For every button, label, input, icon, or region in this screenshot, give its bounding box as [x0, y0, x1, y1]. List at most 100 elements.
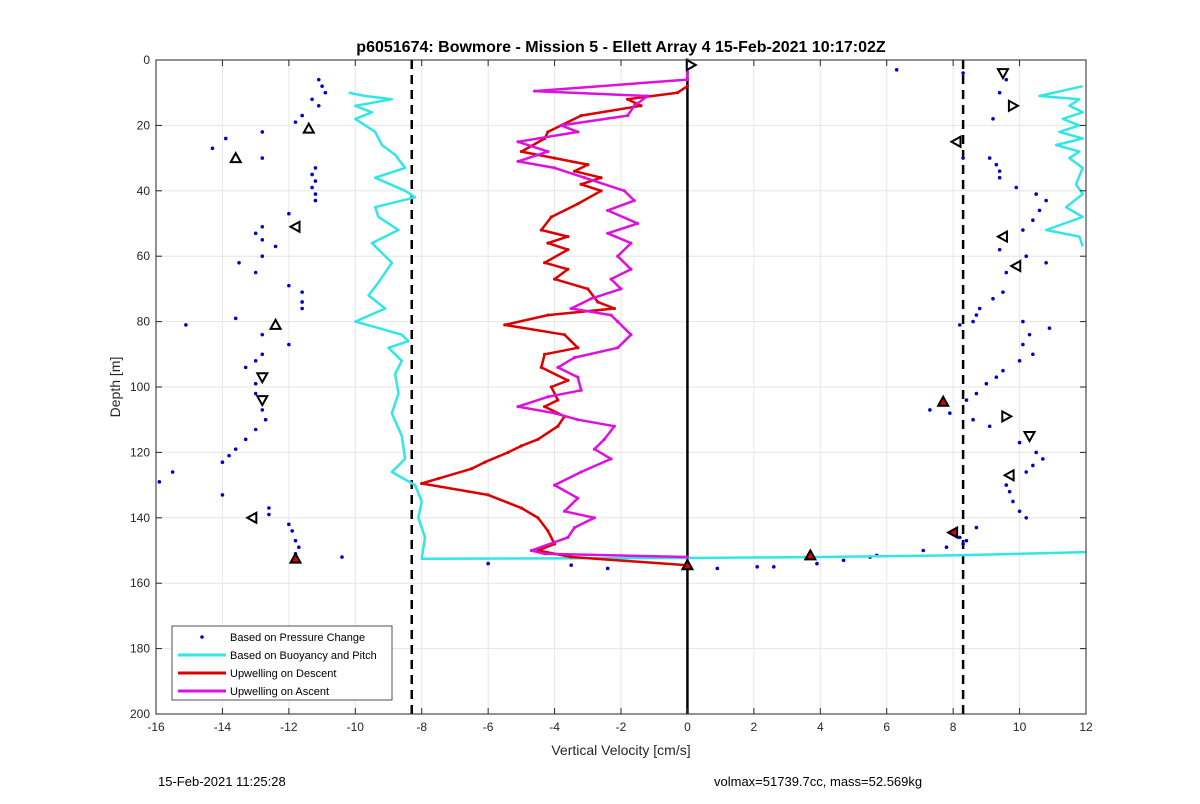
series-3-point-46	[519, 506, 523, 510]
series-4-point-2	[685, 71, 690, 75]
pressure-point-60	[605, 566, 610, 571]
pressure-point-65	[841, 558, 846, 563]
series-3-point-31	[539, 365, 543, 369]
legend-label-0: Based on Pressure Change	[230, 632, 365, 644]
x-tick-label-4: -8	[416, 720, 427, 734]
x-tick-label-14: 12	[1079, 720, 1093, 734]
series-4-point-13	[552, 166, 557, 170]
y-tick-label-6: 120	[130, 445, 150, 459]
series-3-point-5	[546, 130, 550, 134]
pressure-point-103	[1031, 352, 1035, 357]
marker-triangle-left-7	[995, 229, 1008, 244]
pressure-point-8	[223, 136, 228, 141]
y-tick-label-8: 160	[130, 576, 150, 590]
marker-triangle-up-12	[936, 394, 950, 407]
pressure-point-99	[1021, 319, 1025, 324]
series-4-point-47	[592, 516, 597, 520]
pressure-point-18	[260, 224, 265, 229]
pressure-point-104	[1017, 359, 1022, 363]
series-4-point-35	[546, 395, 550, 399]
x-tick-label-0: -16	[147, 720, 165, 734]
pressure-point-58	[486, 561, 490, 566]
series-4-point-42	[609, 457, 613, 461]
pressure-point-105	[1001, 368, 1005, 373]
pressure-point-98	[957, 323, 962, 327]
series-4-point-14	[582, 176, 587, 180]
series-4-point-27	[609, 313, 613, 317]
pressure-point-19	[253, 231, 258, 236]
marker-triangle-left-6	[288, 220, 301, 234]
series-4-point-40	[602, 437, 606, 441]
series-4-point-37	[552, 411, 557, 415]
series-4-point-48	[572, 526, 577, 530]
pressure-point-82	[1014, 185, 1019, 190]
pressure-point-61	[715, 566, 720, 571]
pressure-point-115	[1034, 450, 1038, 455]
series-layer	[157, 58, 1087, 571]
pressure-point-124	[1024, 516, 1029, 520]
x-axis-label: Vertical Velocity [cm/s]	[551, 742, 690, 758]
pressure-point-95	[977, 306, 982, 311]
x-tick-label-1: -14	[214, 720, 232, 734]
series-4-point-23	[609, 277, 613, 281]
pressure-point-63	[771, 565, 776, 569]
pressure-point-62	[755, 565, 759, 569]
pressure-point-1	[320, 84, 324, 88]
pressure-point-41	[263, 417, 268, 422]
pressure-point-69	[944, 545, 949, 550]
y-tick-label-5: 100	[130, 380, 150, 394]
pressure-point-75	[991, 117, 995, 121]
pressure-point-7	[260, 130, 265, 134]
series-4-point-31	[572, 355, 577, 360]
pressure-point-50	[267, 506, 271, 510]
series-3-point-47	[536, 516, 540, 520]
series-3-point-34	[556, 398, 560, 402]
series-3-point-43	[436, 476, 440, 481]
pressure-point-120	[1004, 483, 1009, 487]
pressure-point-6	[293, 120, 298, 124]
footer-volmax-mass: volmax=51739.7cc, mass=52.569kg	[714, 774, 923, 789]
marker-triangle-left-16	[245, 511, 258, 525]
marker-triangle-down-11	[255, 395, 269, 408]
series-4-point-46	[562, 509, 567, 513]
pressure-point-40	[260, 408, 265, 412]
y-tick-label-2: 40	[137, 184, 151, 198]
series-3-point-2	[626, 97, 630, 101]
series-4-point-17	[606, 208, 610, 213]
pressure-point-85	[1037, 208, 1042, 213]
pressure-point-35	[243, 365, 248, 370]
series-3-point-17	[566, 234, 570, 239]
series-4-point-30	[616, 346, 620, 350]
pressure-point-121	[1007, 489, 1012, 494]
pressure-point-108	[974, 391, 979, 396]
y-tick-label-7: 140	[130, 511, 150, 525]
series-4-point-36	[516, 405, 520, 409]
series-4-point-19	[606, 231, 610, 235]
pressure-point-27	[300, 300, 304, 304]
pressure-point-3	[310, 97, 314, 102]
y-axis-label: Depth [m]	[107, 357, 123, 418]
series-4-point-49	[566, 535, 570, 540]
pressure-point-100	[1027, 332, 1032, 337]
pressure-point-48	[157, 480, 162, 484]
pressure-point-53	[290, 529, 294, 533]
pressure-point-122	[1011, 499, 1015, 504]
pressure-point-106	[994, 375, 999, 379]
pressure-point-123	[1017, 509, 1022, 514]
chart-title: p6051674: Bowmore - Mission 5 - Ellett A…	[356, 39, 886, 56]
series-4-point-52	[685, 555, 690, 559]
series-3-point-12	[579, 182, 583, 186]
pressure-point-84	[1044, 198, 1048, 203]
series-4-point-3	[685, 78, 690, 82]
pressure-point-11	[313, 166, 318, 170]
series-4-point-24	[619, 287, 623, 291]
y-tick-label-10: 200	[130, 707, 150, 721]
series-4-point-44	[552, 483, 557, 487]
marker-triangle-up-5	[229, 151, 243, 164]
pressure-point-92	[1004, 270, 1009, 275]
pressure-point-114	[1017, 440, 1022, 445]
pressure-point-15	[313, 192, 318, 196]
pressure-point-79	[961, 156, 965, 160]
series-3-point-44	[420, 481, 424, 486]
series-3-point-0	[685, 84, 690, 88]
